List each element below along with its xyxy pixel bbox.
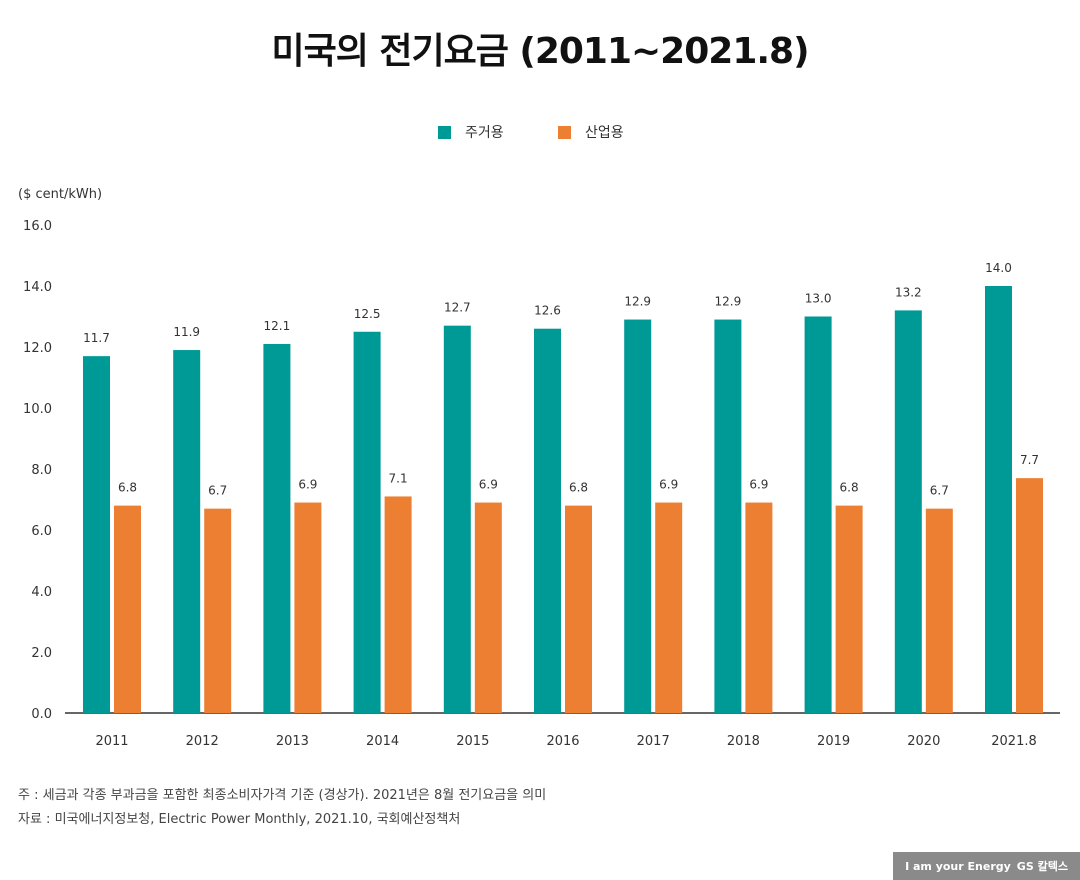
bar-residential — [263, 343, 291, 713]
bar-industrial — [474, 502, 502, 713]
bar-residential — [353, 331, 381, 713]
data-label: 12.7 — [444, 301, 471, 315]
data-label: 12.9 — [624, 295, 651, 309]
x-tick-label: 2018 — [727, 734, 760, 749]
y-tick-label: 16.0 — [23, 219, 52, 234]
data-label: 14.0 — [985, 261, 1012, 275]
y-tick-label: 4.0 — [31, 585, 52, 600]
x-tick-label: 2019 — [817, 734, 850, 749]
data-label: 12.1 — [264, 319, 291, 333]
footnote: 주 : 세금과 각종 부과금을 포함한 최종소비자가격 기준 (경상가). 20… — [18, 788, 547, 803]
legend-item-industrial: 산업용 — [558, 122, 624, 142]
data-label: 12.9 — [715, 295, 742, 309]
bar-residential — [894, 310, 922, 713]
x-tick-label: 2013 — [276, 734, 309, 749]
y-tick-label: 12.0 — [23, 341, 52, 356]
data-label: 6.7 — [930, 484, 949, 498]
data-label: 6.8 — [118, 481, 137, 495]
data-label: 6.8 — [840, 481, 859, 495]
data-label: 12.6 — [534, 304, 561, 318]
bar-residential — [714, 319, 742, 713]
bar-residential — [985, 286, 1012, 713]
x-tick-label: 2017 — [637, 734, 670, 749]
data-label: 13.2 — [895, 285, 922, 299]
y-tick-label: 14.0 — [23, 280, 52, 295]
data-label: 6.9 — [659, 478, 678, 492]
bar-industrial — [384, 496, 412, 713]
legend-item-residential: 주거용 — [438, 122, 504, 142]
data-label: 6.9 — [749, 478, 768, 492]
y-tick-label: 0.0 — [31, 707, 52, 722]
y-axis-unit: ($ cent/kWh) — [18, 187, 103, 202]
bar-residential — [804, 316, 832, 713]
legend-swatch — [438, 125, 451, 139]
y-tick-label: 10.0 — [23, 402, 52, 417]
bar-industrial — [114, 505, 141, 713]
data-label: 7.7 — [1020, 453, 1039, 467]
legend-label: 산업용 — [585, 125, 624, 141]
bar-residential — [173, 350, 201, 713]
y-tick-label: 6.0 — [31, 524, 52, 539]
x-tick-label: 2014 — [366, 734, 399, 749]
bar-industrial — [1016, 478, 1043, 713]
data-label: 6.9 — [298, 478, 317, 492]
x-tick-label: 2021.8 — [991, 734, 1037, 749]
x-tick-label: 2012 — [186, 734, 219, 749]
bar-industrial — [835, 505, 863, 713]
source-note: 자료 : 미국에너지정보청, Electric Power Monthly, 2… — [18, 812, 461, 827]
data-label: 6.7 — [208, 484, 227, 498]
bar-residential — [443, 325, 471, 713]
data-label: 11.9 — [173, 325, 200, 339]
bar-industrial — [204, 508, 232, 713]
x-tick-label: 2020 — [907, 734, 940, 749]
bar-industrial — [925, 508, 953, 713]
chart-title: 미국의 전기요금 (2011~2021.8) — [271, 31, 809, 72]
bar-industrial — [565, 505, 592, 713]
brand-logo: I am your Energy GS 칼텍스 — [893, 852, 1080, 880]
bar-residential — [534, 328, 561, 713]
x-tick-label: 2016 — [546, 734, 579, 749]
logo-slogan: I am your Energy — [905, 859, 1011, 873]
data-label: 6.9 — [479, 478, 498, 492]
bar-residential — [83, 356, 110, 713]
logo-brand: GS 칼텍스 — [1016, 860, 1068, 873]
x-tick-label: 2015 — [456, 734, 489, 749]
data-label: 13.0 — [805, 292, 832, 306]
bar-residential — [624, 319, 652, 713]
y-tick-label: 2.0 — [31, 646, 52, 661]
data-label: 7.1 — [389, 471, 408, 485]
y-tick-label: 8.0 — [31, 463, 52, 478]
bar-industrial — [655, 502, 683, 713]
bar-industrial — [294, 502, 322, 713]
data-label: 12.5 — [354, 307, 381, 321]
x-tick-label: 2011 — [95, 734, 128, 749]
data-label: 6.8 — [569, 481, 588, 495]
legend-label: 주거용 — [465, 125, 504, 141]
bar-industrial — [745, 502, 773, 713]
data-label: 11.7 — [83, 331, 110, 345]
legend-swatch — [558, 125, 571, 139]
